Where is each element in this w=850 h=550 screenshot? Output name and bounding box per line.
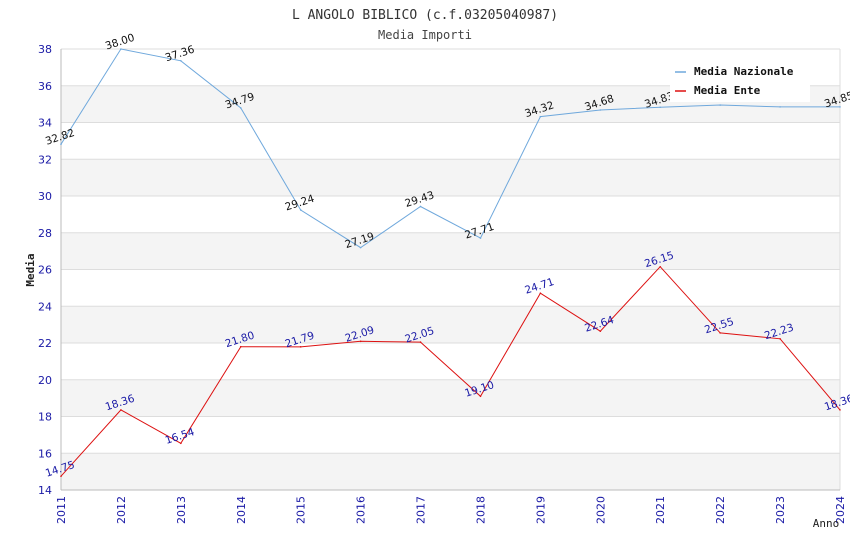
data-point-media-nazionale <box>120 48 122 50</box>
y-tick-label: 14 <box>38 484 52 497</box>
data-point-media-nazionale <box>359 246 362 249</box>
data-point-media-nazionale <box>539 115 542 118</box>
chart-title: L ANGOLO BIBLICO (c.f.03205040987) <box>292 8 558 23</box>
grid-band <box>61 232 840 270</box>
data-point-media-ente <box>659 265 662 268</box>
data-point-media-ente <box>539 292 542 295</box>
grid-band <box>61 159 840 196</box>
data-point-media-nazionale <box>419 205 422 208</box>
grid-band <box>61 196 840 233</box>
grid-band <box>61 269 840 307</box>
data-point-media-nazionale <box>180 59 182 62</box>
data-point-media-ente <box>419 341 422 343</box>
x-tick-label: 2020 <box>594 496 607 524</box>
x-tick-label: 2011 <box>55 496 68 524</box>
data-point-media-nazionale <box>599 109 602 111</box>
data-point-media-ente <box>180 442 182 445</box>
y-tick-label: 18 <box>38 411 52 424</box>
y-tick-label: 22 <box>38 337 52 350</box>
data-point-media-ente <box>839 409 841 411</box>
data-point-media-nazionale <box>239 107 242 109</box>
legend-box <box>670 60 810 102</box>
legend-entry-media-nazionale: Media Nazionale <box>694 65 794 78</box>
series-lines <box>60 48 841 478</box>
x-tick-label: 2015 <box>295 496 308 524</box>
x-tick-label: 2012 <box>115 496 128 524</box>
x-tick-label: 2023 <box>774 496 787 524</box>
y-tick-label: 26 <box>38 264 52 277</box>
chart-subtitle: Media Importi <box>378 28 472 42</box>
y-axis-label: Media <box>24 253 37 286</box>
y-tick-label: 34 <box>38 117 52 130</box>
y-axis-ticks: 14 16 18 20 22 24 26 28 30 32 34 36 38 <box>38 43 52 497</box>
x-tick-label: 2024 <box>834 496 847 524</box>
data-point-media-nazionale <box>299 209 302 211</box>
x-axis-label: Anno <box>813 517 840 530</box>
y-tick-label: 30 <box>38 190 52 203</box>
x-tick-label: 2021 <box>654 496 667 524</box>
data-point-media-ente <box>479 395 482 398</box>
x-tick-label: 2019 <box>534 496 547 524</box>
legend: Media Nazionale Media Ente <box>670 60 810 102</box>
data-point-media-ente <box>239 345 242 348</box>
x-tick-label: 2013 <box>175 496 188 524</box>
y-tick-label: 20 <box>38 374 52 387</box>
grid-band <box>61 453 840 490</box>
data-point-media-ente <box>60 475 62 478</box>
y-tick-label: 32 <box>38 153 52 166</box>
grid-band <box>61 306 840 343</box>
data-point-media-ente <box>359 340 362 343</box>
data-point-media-nazionale <box>779 106 781 108</box>
series-line-media-ente <box>60 265 841 477</box>
data-point-media-ente <box>120 409 122 411</box>
data-point-media-nazionale <box>60 143 62 145</box>
data-point-media-nazionale <box>839 106 841 108</box>
data-point-media-nazionale <box>719 104 721 106</box>
data-point-media-ente <box>719 332 721 334</box>
y-tick-label: 16 <box>38 447 52 460</box>
data-point-media-ente <box>299 346 302 348</box>
grid-band <box>61 343 840 380</box>
x-axis-ticks: 2011 2012 2013 2014 2015 2016 2017 2018 2019 2020… <box>55 496 847 524</box>
plot-background <box>61 48 841 491</box>
data-point-media-ente <box>599 330 602 333</box>
y-tick-label: 38 <box>38 43 52 56</box>
y-tick-label: 28 <box>38 227 52 240</box>
series-line-media-nazionale <box>60 48 840 249</box>
data-point-media-ente <box>779 337 781 340</box>
data-point-media-nazionale <box>479 237 482 239</box>
y-tick-label: 36 <box>38 80 52 93</box>
x-tick-label: 2018 <box>474 496 487 524</box>
x-tick-label: 2016 <box>355 496 368 524</box>
grid-band <box>61 379 840 417</box>
y-tick-label: 24 <box>38 300 52 313</box>
grid-band <box>61 416 840 454</box>
x-tick-label: 2014 <box>235 496 248 524</box>
x-tick-label: 2017 <box>415 496 428 524</box>
legend-entry-media-ente: Media Ente <box>694 84 761 97</box>
x-tick-label: 2022 <box>714 496 727 524</box>
data-point-media-nazionale <box>659 106 662 109</box>
grid-band <box>61 122 840 160</box>
